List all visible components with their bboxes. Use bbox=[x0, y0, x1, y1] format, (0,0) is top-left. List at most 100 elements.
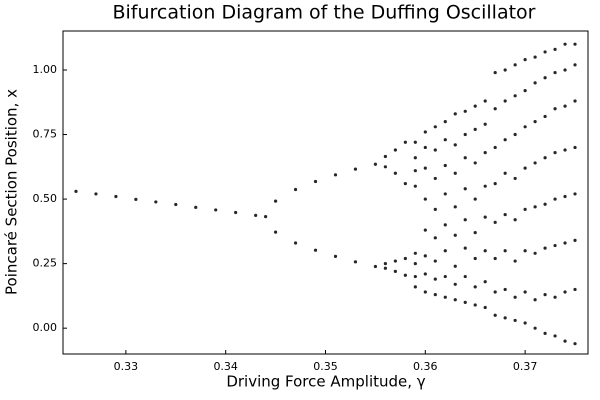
point bbox=[533, 251, 537, 255]
point bbox=[383, 154, 387, 159]
point bbox=[513, 295, 517, 299]
point bbox=[573, 42, 577, 46]
point bbox=[523, 290, 527, 294]
point bbox=[423, 197, 427, 201]
point bbox=[573, 192, 577, 196]
x-tick-label: 0.33 bbox=[114, 360, 139, 373]
point bbox=[433, 277, 437, 281]
point bbox=[393, 171, 397, 175]
point bbox=[154, 200, 158, 204]
point bbox=[353, 167, 358, 171]
point bbox=[433, 236, 437, 240]
point bbox=[533, 205, 537, 209]
point bbox=[523, 166, 527, 170]
point bbox=[433, 176, 437, 181]
point bbox=[523, 58, 527, 62]
point bbox=[513, 318, 517, 323]
point bbox=[74, 189, 78, 193]
point bbox=[443, 138, 447, 142]
point bbox=[543, 202, 547, 206]
point bbox=[293, 187, 298, 192]
point bbox=[523, 321, 527, 325]
point bbox=[523, 89, 527, 93]
y-tick-label: 0.50 bbox=[33, 192, 58, 205]
point bbox=[533, 120, 537, 124]
point bbox=[353, 260, 358, 264]
chart-title: Bifurcation Diagram of the Duffing Oscil… bbox=[112, 2, 535, 24]
point bbox=[503, 287, 507, 292]
point bbox=[483, 305, 487, 310]
point bbox=[433, 125, 437, 129]
point bbox=[513, 63, 517, 67]
point bbox=[503, 212, 507, 217]
point bbox=[493, 145, 497, 150]
point bbox=[483, 184, 487, 188]
point bbox=[493, 220, 497, 224]
x-tick-label: 0.35 bbox=[313, 360, 338, 373]
x-tick-label: 0.34 bbox=[213, 360, 238, 373]
point bbox=[483, 280, 487, 284]
y-tick-label: 0.25 bbox=[33, 257, 58, 270]
point bbox=[234, 210, 238, 215]
point bbox=[453, 112, 457, 116]
point bbox=[463, 132, 467, 137]
point bbox=[563, 42, 567, 46]
point bbox=[333, 254, 338, 259]
point bbox=[174, 202, 178, 207]
x-axis-label: Driving Force Amplitude, γ bbox=[226, 373, 425, 391]
point bbox=[413, 251, 417, 255]
point bbox=[373, 162, 378, 166]
point bbox=[413, 169, 417, 173]
point bbox=[463, 156, 467, 160]
point bbox=[413, 285, 417, 289]
point bbox=[573, 63, 577, 67]
point bbox=[134, 197, 138, 201]
point bbox=[533, 55, 537, 59]
point bbox=[413, 184, 417, 188]
point bbox=[423, 254, 427, 258]
point bbox=[533, 161, 537, 165]
point bbox=[423, 130, 427, 134]
point bbox=[543, 114, 547, 119]
point bbox=[483, 215, 487, 219]
point bbox=[563, 290, 567, 294]
point bbox=[293, 241, 298, 245]
point bbox=[563, 68, 567, 72]
point bbox=[433, 207, 437, 212]
point bbox=[463, 246, 467, 250]
point bbox=[403, 181, 407, 186]
point bbox=[553, 197, 557, 201]
y-tick-label: 0.00 bbox=[33, 321, 58, 334]
point bbox=[483, 151, 487, 155]
point bbox=[433, 148, 437, 152]
point bbox=[313, 248, 318, 252]
point bbox=[463, 274, 467, 279]
point bbox=[423, 228, 427, 232]
point bbox=[533, 298, 537, 302]
point bbox=[473, 303, 477, 307]
point bbox=[393, 148, 397, 152]
point bbox=[453, 282, 457, 286]
point bbox=[453, 143, 457, 147]
point bbox=[553, 334, 557, 338]
point bbox=[114, 194, 118, 199]
point bbox=[383, 266, 387, 270]
point bbox=[493, 313, 497, 317]
point bbox=[563, 194, 567, 199]
point bbox=[403, 140, 407, 144]
y-tick-label: 0.75 bbox=[33, 128, 58, 141]
point bbox=[493, 70, 497, 75]
point bbox=[533, 326, 537, 330]
point bbox=[483, 99, 487, 103]
point bbox=[443, 295, 447, 299]
point bbox=[483, 122, 487, 126]
point bbox=[443, 274, 447, 279]
point bbox=[563, 148, 567, 152]
point bbox=[543, 331, 547, 335]
point bbox=[573, 99, 577, 103]
point bbox=[443, 249, 447, 253]
point bbox=[433, 259, 437, 263]
point bbox=[393, 269, 397, 273]
point bbox=[553, 47, 557, 51]
